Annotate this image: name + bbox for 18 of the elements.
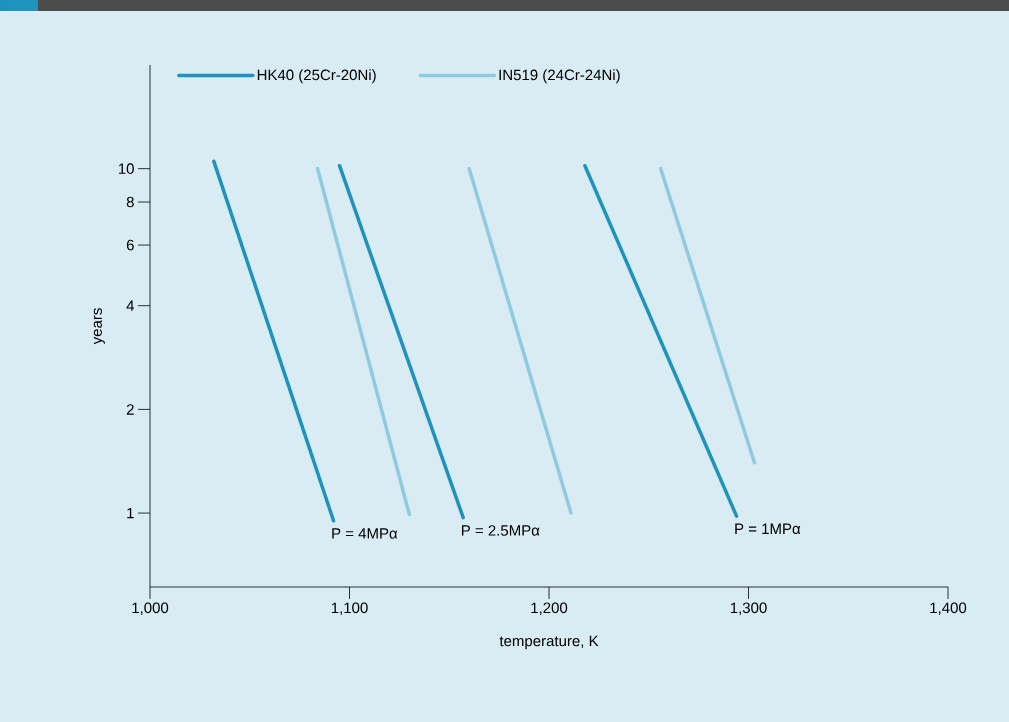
y-tick-label: 4 <box>126 300 135 311</box>
y-tick-label: 10 <box>118 163 134 174</box>
y-tick-label: 8 <box>126 196 134 208</box>
legend-label: HK40 (25Cr-20Ni) <box>257 69 376 84</box>
x-tick-label: 1,400 <box>930 602 967 615</box>
x-tick-label: 1,200 <box>531 602 568 615</box>
x-tick-label: 1,000 <box>132 602 169 615</box>
y-tick-label: 1 <box>127 507 134 519</box>
legend-label: IN519 (24Cr-24Ni) <box>499 69 620 84</box>
annotation: P = 4MPα <box>332 528 398 539</box>
x-tick-label: 1,100 <box>331 602 368 615</box>
y-tick-label: 2 <box>126 404 134 415</box>
x-axis-title: temperature, K <box>499 635 599 650</box>
y-axis-title: years <box>93 308 105 345</box>
y-tick-label: 6 <box>126 239 134 251</box>
annotation: P = 1MPα <box>735 523 801 535</box>
x-tick-label: 1,300 <box>730 602 767 615</box>
annotation: P = 2.5MPα <box>461 525 540 536</box>
